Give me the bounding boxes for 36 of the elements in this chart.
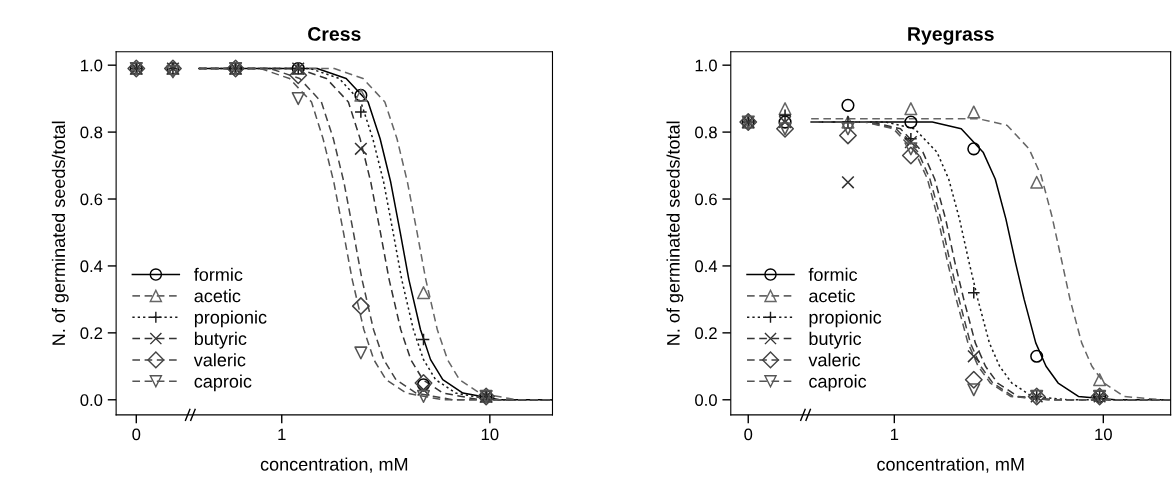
chart-title: Ryegrass: [908, 27, 994, 45]
legend-label: caproic: [809, 374, 867, 392]
y-tick-label: 1.0: [81, 59, 103, 72]
y-tick-label: 0.8: [695, 126, 717, 139]
y-axis-title: N. of germinated seeds/total: [51, 121, 69, 345]
legend-label: valeric: [193, 353, 246, 367]
legend-label: formic: [194, 267, 243, 282]
x-tick-label: 1: [890, 428, 899, 441]
x-tick-label: 10: [1095, 428, 1112, 441]
y-tick-label: 1.0: [695, 59, 717, 72]
x-tick-label: 0: [744, 428, 753, 441]
legend-label: acetic: [809, 289, 856, 303]
y-tick-label: 0.6: [80, 193, 103, 206]
y-tick-label: 0.0: [695, 394, 717, 406]
legend-label: propionic: [809, 310, 882, 328]
legend-label: butyric: [194, 331, 247, 349]
legend-label: valeric: [808, 353, 861, 367]
x-axis-title: concentration, mM: [877, 457, 1024, 473]
y-tick-label: 0.6: [695, 193, 717, 206]
y-tick-label: 0.8: [80, 126, 103, 139]
x-axis-title: concentration, mM: [260, 457, 408, 473]
y-tick-label: 0.4: [80, 260, 103, 273]
legend-label: butyric: [809, 331, 862, 349]
y-tick-label: 0.2: [695, 327, 717, 340]
legend-label: caproic: [194, 374, 252, 392]
y-tick-label: 0.2: [80, 327, 103, 340]
x-tick-label: 0: [132, 428, 141, 441]
legend-label: acetic: [194, 289, 241, 303]
y-axis-title: N. of germinated seeds/total: [666, 121, 684, 345]
chart-title: Cress: [308, 27, 361, 41]
legend-label: formic: [808, 267, 858, 282]
y-tick-label: 0.4: [695, 260, 718, 273]
y-tick-label: 0.0: [80, 394, 103, 406]
x-tick-label: 10: [481, 428, 499, 441]
legend-label: propionic: [194, 310, 267, 328]
x-tick-label: 1: [278, 428, 286, 441]
